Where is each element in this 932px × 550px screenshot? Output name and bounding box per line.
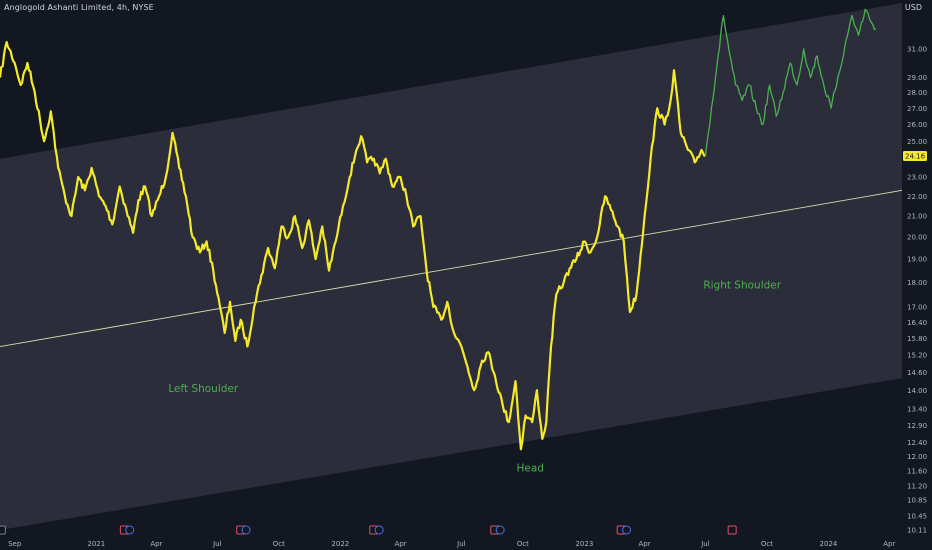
time-tick-label: Jul	[456, 540, 466, 548]
price-tick-label: 18.00	[907, 279, 927, 287]
annotation-left-shoulder: Left Shoulder	[168, 383, 239, 395]
price-tick-label: 13.40	[907, 406, 927, 414]
price-tick-label: 12.00	[907, 453, 927, 461]
time-tick-label: Apr	[150, 540, 162, 548]
price-tick-label: 15.80	[907, 335, 927, 343]
price-tick-label: 28.00	[907, 89, 927, 97]
time-tick-label: Jul	[700, 540, 710, 548]
dividend-marker-icon[interactable]	[495, 525, 505, 535]
price-tick-label: 27.00	[907, 105, 927, 113]
price-tick-label: 26.00	[907, 121, 927, 129]
time-tick-label: 2021	[87, 540, 105, 548]
time-tick-label: 2023	[575, 540, 593, 548]
currency-label: USD	[904, 3, 922, 12]
time-tick-label: Jul	[212, 540, 222, 548]
settings-marker-icon[interactable]	[0, 525, 6, 535]
last-price-tag	[903, 150, 927, 161]
price-tick-label: 10.45	[907, 512, 927, 520]
price-tick-label: 17.00	[907, 303, 927, 311]
price-tick-label: 11.60	[907, 468, 927, 476]
annotation-right-shoulder: Right Shoulder	[703, 279, 781, 291]
price-tick-label: 15.20	[907, 352, 927, 360]
price-tick-label: 10.11	[907, 527, 927, 535]
time-tick-label: Apr	[883, 540, 895, 548]
price-tick-label: 31.00	[907, 46, 927, 54]
price-tick-label: 14.60	[907, 369, 927, 377]
time-tick-label: Sep	[8, 540, 22, 548]
annotation-head: Head	[516, 463, 543, 475]
price-tick-label: 14.00	[907, 387, 927, 395]
price-tick-label: 12.40	[907, 439, 927, 447]
earnings-marker-icon[interactable]	[727, 525, 737, 535]
dividend-marker-icon[interactable]	[125, 525, 135, 535]
price-series-line-1	[0, 40, 706, 451]
time-tick-label: 2022	[331, 540, 349, 548]
channel-fill	[0, 3, 902, 531]
dividend-marker-icon[interactable]	[241, 525, 251, 535]
price-tick-label: 16.40	[907, 319, 927, 327]
time-tick-label: Apr	[639, 540, 651, 548]
price-tick-label: 11.20	[907, 483, 927, 491]
price-tick-label: 10.85	[907, 496, 927, 504]
time-tick-label: Oct	[273, 540, 285, 548]
channel-mid-line	[0, 189, 903, 347]
price-tick-label: 21.00	[907, 213, 927, 221]
price-tick-label: 23.00	[907, 174, 927, 182]
dividend-marker-icon[interactable]	[374, 525, 384, 535]
time-tick-label: 2024	[820, 540, 838, 548]
price-tick-label: 19.00	[907, 256, 927, 264]
dividend-marker-icon[interactable]	[622, 525, 632, 535]
time-tick-label: Oct	[517, 540, 529, 548]
time-tick-label: Oct	[761, 540, 773, 548]
price-tick-label: 25.00	[907, 138, 927, 146]
price-tick-label: 29.00	[907, 74, 927, 82]
price-tick-label: 22.00	[907, 193, 927, 201]
last-price-label: 24.16	[905, 153, 926, 161]
price-series-line-2	[704, 8, 877, 157]
price-axis-panel[interactable]	[902, 0, 932, 538]
price-tick-label: 12.90	[907, 422, 927, 430]
time-axis-panel[interactable]	[0, 538, 932, 550]
chart-title: Anglogold Ashanti Limited, 4h, NYSE	[4, 3, 154, 12]
price-tick-label: 20.00	[907, 234, 927, 242]
time-tick-label: Apr	[394, 540, 406, 548]
